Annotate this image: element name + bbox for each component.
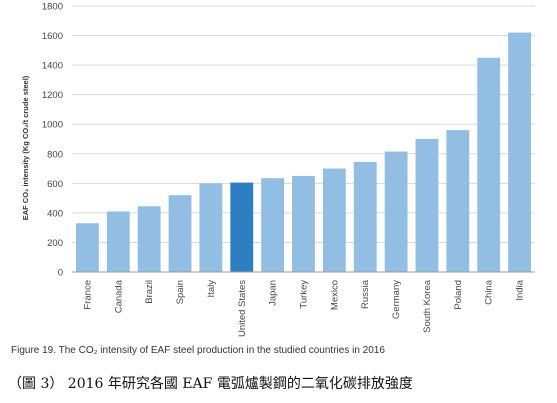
bar-russia [353, 161, 377, 272]
x-tick-label: Mexico [329, 280, 340, 310]
x-tick-label: Turkey [299, 280, 310, 309]
x-tick-label: France [82, 280, 93, 310]
x-tick-label: United States [237, 280, 248, 337]
y-tick-label: 600 [47, 179, 63, 190]
bar-france [76, 223, 99, 272]
bar-spain [168, 195, 192, 272]
y-tick-label: 200 [47, 238, 63, 249]
bar-south-korea [415, 139, 439, 272]
y-tick-label: 1400 [42, 61, 63, 72]
x-tick-label: Italy [206, 280, 217, 298]
bar-italy [199, 183, 223, 272]
bar-india [508, 32, 531, 272]
bar-china [477, 57, 501, 272]
bar-japan [261, 178, 285, 272]
x-tick-label: South Korea [422, 279, 433, 333]
bar-canada [106, 211, 130, 272]
x-tick-label: Spain [175, 280, 186, 304]
x-tick-label: Russia [360, 279, 371, 309]
y-tick-label: 1800 [42, 2, 63, 13]
bars [76, 32, 531, 272]
y-axis-label: EAF CO₂ intensity (Kg CO₂/t crude steel) [21, 75, 30, 220]
bar-mexico [322, 168, 346, 272]
x-tick-label: Germany [391, 280, 402, 319]
x-tick-label: China [484, 279, 495, 305]
bar-chart: 0 200 400 600 800 1000 1200 1400 1600 1800 France… [21, 2, 535, 337]
bar-united-states [230, 182, 254, 272]
y-tick-label: 400 [47, 208, 63, 219]
bar-poland [446, 130, 470, 272]
x-axis-ticks: France Canada Brazil Spain Italy United State… [82, 279, 525, 337]
bar-germany [384, 151, 408, 272]
y-tick-label: 800 [47, 149, 63, 160]
bar-brazil [137, 206, 161, 272]
y-tick-label: 1200 [42, 90, 63, 101]
y-tick-label: 1600 [42, 31, 63, 42]
y-axis-ticks: 0 200 400 600 800 1000 1200 1400 1600 1800 [42, 2, 63, 279]
bar-turkey [292, 175, 315, 272]
x-tick-label: Brazil [144, 280, 155, 304]
figure-caption: Figure 19. The CO₂ intensity of EAF stee… [11, 345, 385, 356]
y-tick-label: 0 [58, 268, 63, 279]
y-tick-label: 1000 [42, 120, 63, 131]
x-tick-label: Canada [113, 279, 124, 313]
chinese-caption: （圖 3） 2016 年研究各國 EAF 電弧爐製鋼的二氧化碳排放強度 [8, 376, 413, 392]
x-tick-label: Japan [268, 280, 279, 306]
x-tick-label: Poland [453, 280, 464, 310]
x-tick-label: India [515, 279, 526, 300]
